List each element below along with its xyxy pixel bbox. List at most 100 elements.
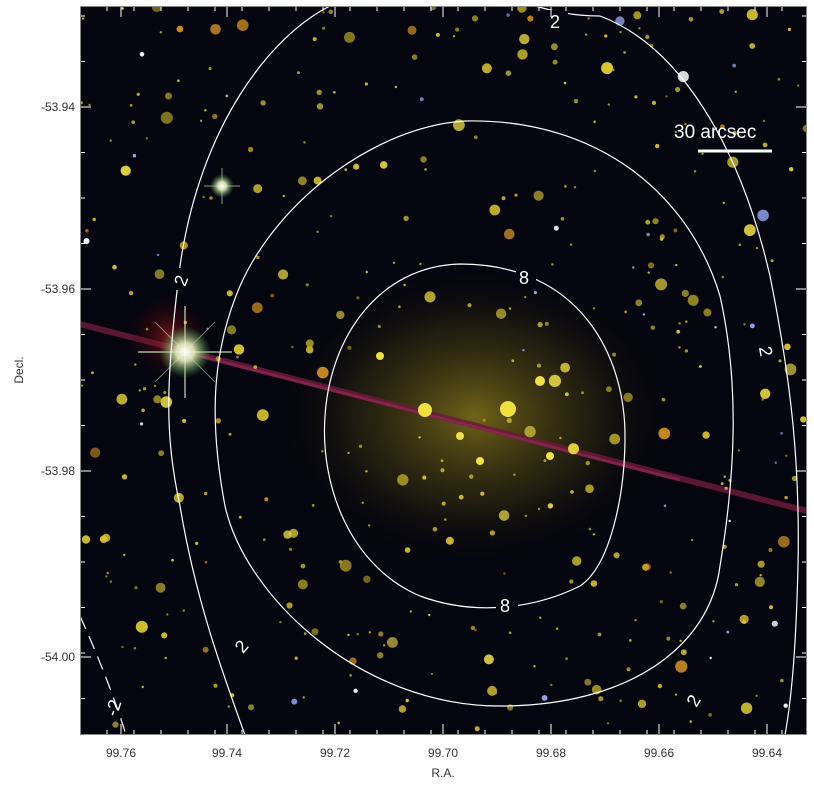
star [548,374,561,387]
star [132,154,137,158]
star [455,27,460,32]
star [135,620,148,633]
star [693,170,697,173]
star [91,371,94,375]
ytick-label: -53.98 [40,464,75,478]
sky-image: 2 2 2 2 2 8 8 -2 30 arcsec [80,6,807,735]
star [744,224,756,237]
star [482,418,486,422]
star [291,698,298,705]
star [92,217,96,222]
star [316,89,322,96]
star [645,219,651,225]
star [344,168,348,172]
star [508,631,512,635]
star [458,494,464,500]
star [771,620,778,627]
star [212,113,218,120]
star [689,720,692,723]
star [684,349,689,353]
star [585,460,590,466]
star [524,514,528,518]
star [655,143,660,149]
star [613,552,620,559]
star [300,563,306,569]
star [383,644,386,647]
star [85,228,89,233]
star [264,497,269,502]
star [440,468,445,473]
star [517,49,528,60]
star [312,37,317,42]
star [236,19,249,31]
star [504,228,515,240]
star [105,575,108,578]
star [311,628,319,636]
star [398,705,407,713]
star [533,665,536,668]
star [755,246,759,250]
star [569,243,573,246]
star [109,139,112,142]
contour-label-dashed-corner: -2 [101,697,125,718]
star [247,146,254,153]
star [774,461,777,464]
star [712,620,715,623]
star [471,15,479,22]
xtick-label: 99.72 [319,746,351,760]
star [165,92,172,100]
star [544,321,549,326]
star [409,610,413,613]
star [141,685,144,689]
star [537,507,541,511]
star [480,491,485,496]
star [121,474,128,480]
star [573,99,579,104]
star [474,726,480,732]
star [560,217,565,221]
star [522,348,525,352]
star [487,685,498,696]
star [665,95,668,98]
star [204,109,207,112]
star [112,721,119,728]
star [539,616,542,619]
star [674,693,678,696]
star [702,431,710,439]
bright-star-2 [204,168,240,204]
star [322,11,325,14]
star [140,422,144,426]
star [283,530,292,539]
star [129,103,133,107]
star [260,100,266,106]
star [151,6,162,13]
star [505,70,512,76]
contour-label-outer-top: 2 [550,12,560,32]
star [519,33,530,45]
contour-label-inner-top: 8 [519,268,529,288]
star [215,418,221,424]
star [675,660,688,673]
star [699,365,702,368]
star [650,325,655,330]
star [263,538,266,541]
star [590,580,598,587]
star [328,9,333,15]
star [524,425,536,438]
star [645,34,650,40]
star [202,195,205,199]
star [547,503,554,509]
star [489,204,501,216]
star [619,699,623,703]
star [238,515,242,519]
cluster-galaxy [500,401,516,417]
star [195,541,199,546]
star [405,698,409,703]
star [226,325,237,335]
star [728,519,731,523]
star [732,63,737,68]
star [757,209,769,222]
star [291,345,294,349]
star [709,656,712,660]
star [606,386,612,393]
